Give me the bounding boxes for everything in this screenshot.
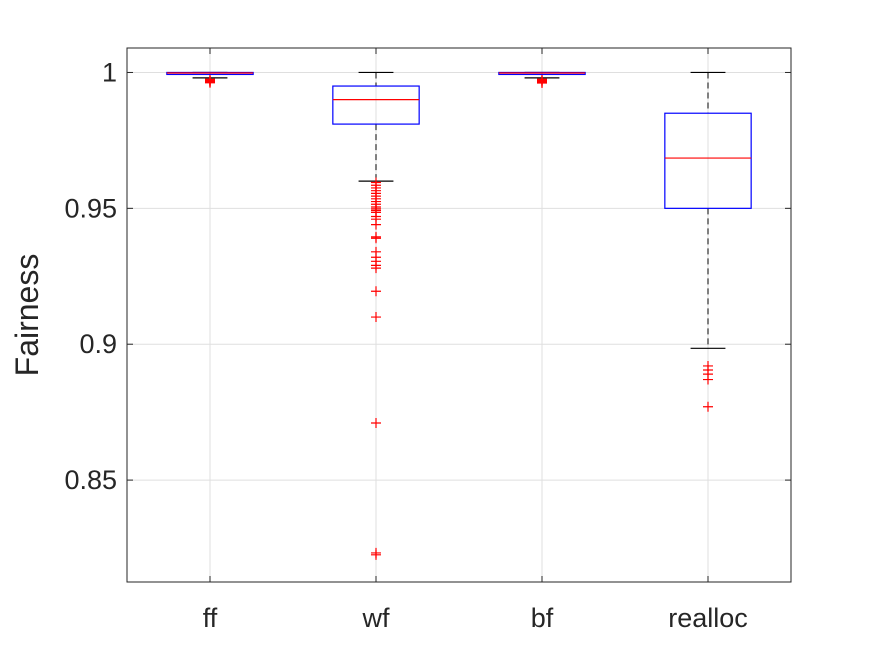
- outlier-marker: [371, 286, 381, 297]
- outlier-marker: [371, 233, 381, 244]
- box-wf: [332, 71, 420, 560]
- y-tick-label: 0.9: [79, 329, 117, 359]
- outlier-marker: [371, 549, 381, 560]
- outlier-marker: [703, 401, 713, 412]
- x-tick-label: realloc: [668, 603, 748, 633]
- x-tick-label: wf: [362, 603, 390, 633]
- outlier-marker: [703, 374, 713, 385]
- outlier-marker: [371, 263, 381, 274]
- plot-area-frame: [126, 47, 792, 583]
- box-iqr: [664, 112, 752, 209]
- y-tick-label: 0.85: [64, 465, 117, 495]
- axis-ticks: [127, 48, 791, 582]
- y-axis-tick-labels: 0.85 0.9 0.95 1: [64, 57, 117, 495]
- box-iqr: [332, 85, 420, 125]
- box-realloc: [664, 71, 752, 412]
- x-tick-label: ff: [203, 603, 218, 633]
- outlier-marker: [537, 78, 547, 89]
- y-tick-label: 0.95: [64, 193, 117, 223]
- y-tick-label: 1: [102, 57, 117, 87]
- box-plot-series: [166, 71, 752, 560]
- x-tick-label: bf: [531, 603, 554, 633]
- outlier-marker: [371, 312, 381, 323]
- box-ff: [166, 71, 254, 88]
- y-axis-label: Fairness: [9, 254, 45, 377]
- outlier-marker: [371, 219, 381, 230]
- outlier-marker: [371, 418, 381, 429]
- outlier-marker: [205, 77, 215, 88]
- box-bf: [498, 71, 586, 89]
- x-axis-tick-labels: ff wf bf realloc: [203, 603, 748, 633]
